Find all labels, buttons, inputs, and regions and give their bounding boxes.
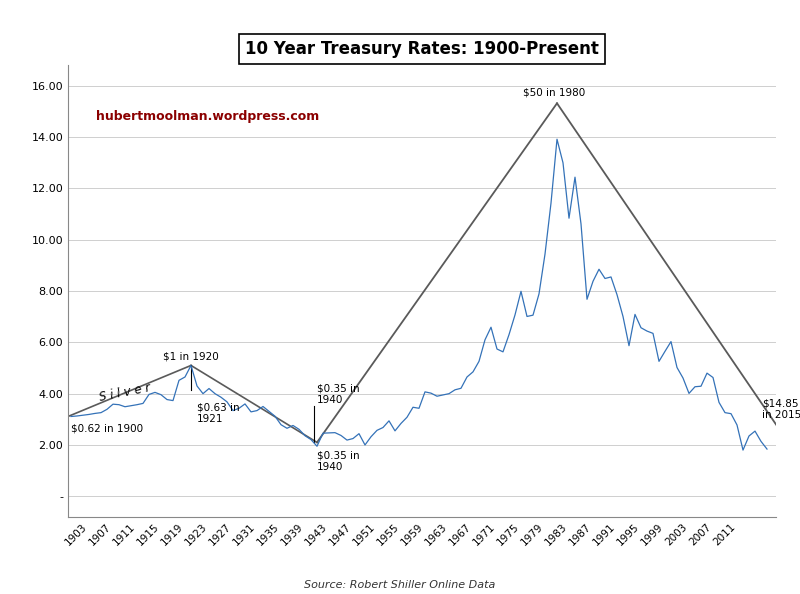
Text: $1 in 1920: $1 in 1920 <box>163 352 219 362</box>
Text: S i l v e r: S i l v e r <box>98 381 151 404</box>
Text: $14.85
in 2015: $14.85 in 2015 <box>762 398 800 420</box>
Text: hubertmoolman.wordpress.com: hubertmoolman.wordpress.com <box>96 109 319 122</box>
Text: $0.35 in
1940: $0.35 in 1940 <box>317 384 360 405</box>
Text: $0.62 in 1900: $0.62 in 1900 <box>71 423 143 433</box>
Text: $0.63 in
1921: $0.63 in 1921 <box>197 403 240 424</box>
Text: $0.35 in
1940: $0.35 in 1940 <box>317 451 360 472</box>
Text: Source: Robert Shiller Online Data: Source: Robert Shiller Online Data <box>304 580 496 590</box>
Title: 10 Year Treasury Rates: 1900-Present: 10 Year Treasury Rates: 1900-Present <box>245 40 599 58</box>
Text: $50 in 1980: $50 in 1980 <box>523 87 585 97</box>
